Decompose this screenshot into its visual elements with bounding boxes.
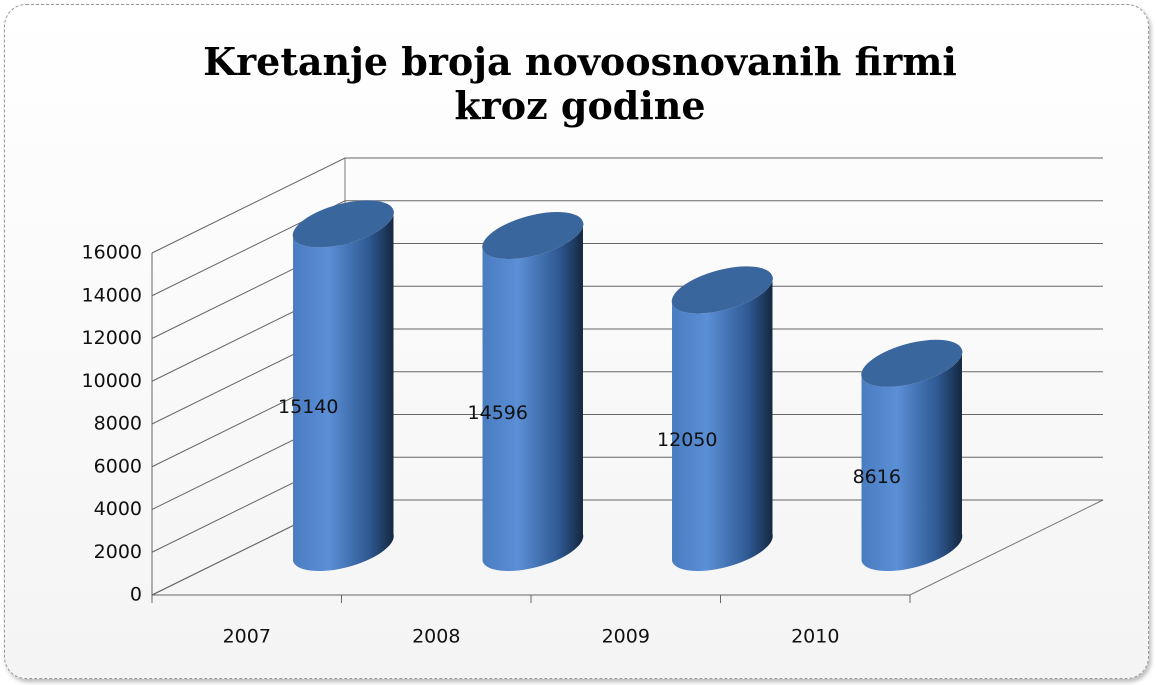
y-tick-label: 0 xyxy=(130,584,142,606)
y-tick-label: 12000 xyxy=(82,327,142,349)
y-tick-label: 14000 xyxy=(82,284,142,306)
y-tick-label: 16000 xyxy=(82,242,142,264)
bar-top xyxy=(482,211,584,260)
y-tick-label: 6000 xyxy=(94,455,142,477)
x-tick-label: 2009 xyxy=(602,626,650,648)
grid-line xyxy=(151,200,1103,297)
data-label: 8616 xyxy=(853,466,901,488)
bar-body xyxy=(482,222,584,572)
bar-top xyxy=(861,339,963,387)
x-tick-label: 2010 xyxy=(791,626,839,648)
bar-body xyxy=(672,276,773,572)
chart-title: Kretanje broja novoosnovanih firmi kroz … xyxy=(203,39,957,128)
y-tick-label: 8000 xyxy=(94,413,142,435)
x-tick-label: 2007 xyxy=(223,626,271,648)
x-tick-label: 2008 xyxy=(412,626,460,648)
bar-body xyxy=(861,349,963,572)
bar-top xyxy=(671,266,773,314)
bar xyxy=(671,266,773,572)
bar xyxy=(482,211,584,572)
y-tick-label: 4000 xyxy=(94,498,142,520)
grid-line xyxy=(151,157,1103,254)
bar xyxy=(292,200,394,572)
y-tick-label: 2000 xyxy=(94,541,142,563)
data-label: 12050 xyxy=(657,429,717,451)
bar-body xyxy=(293,210,394,572)
data-label: 14596 xyxy=(468,402,528,424)
bar xyxy=(861,339,963,572)
data-label: 15140 xyxy=(278,396,338,418)
y-tick-label: 10000 xyxy=(82,370,142,392)
bar-top xyxy=(292,200,394,248)
